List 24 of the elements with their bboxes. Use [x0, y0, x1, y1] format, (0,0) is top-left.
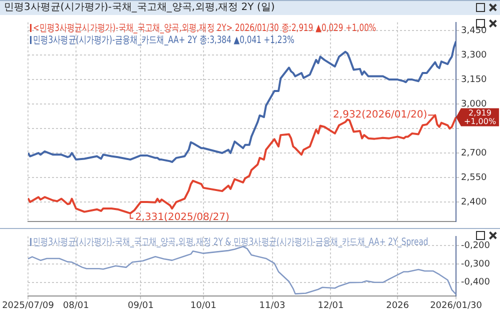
legend-label: 민평3사평균(시가평가)-국채_국고채_양곡,외평,재정 2Y & 민평3사평균(시가평가)-금융채_카드채_AA+ 2Y_Spread — [33, 237, 428, 248]
legend-label: <민평3사평균시가평가)-국채_국고채_양곡,외평,재정 2Y> 2026/01/30 종:2,919 ▲0,029 +1,00% — [33, 23, 376, 34]
legend-label: 민평3사평균(시가평가)-금융채_카드채_AA+ 2Y 종:3,384 ▲0,041 +1,23% — [33, 35, 294, 46]
annotation: 2,919 +1,00% — [464, 108, 496, 126]
y-tick-label: 2,700 — [461, 148, 488, 158]
y-tick-label: -0,200 — [461, 240, 490, 251]
y-tick-label: 3,300 — [461, 50, 488, 60]
y-tick-label: -0,400 — [461, 278, 490, 288]
x-tick-label: 08/01 — [63, 300, 89, 311]
chart-title: 민평3사평균(시가평가)-국채_국고채_양곡,외평,재정 2Y (일) — [0, 1, 500, 15]
x-tick-label: 2026/01/30 — [430, 300, 482, 311]
y-tick-label: 2,550 — [461, 172, 488, 183]
annotation: 2,331(2025/08/27) — [135, 212, 230, 223]
x-tick-label: 2025/07/09 — [2, 300, 54, 311]
x-tick-label: 2026 — [386, 300, 410, 311]
x-tick-label: 09/01 — [128, 300, 154, 311]
y-tick-label: 3,150 — [461, 74, 488, 85]
annotation: 2,932(2026/01/20) — [333, 110, 428, 121]
y-tick-label: 3,000 — [461, 99, 488, 110]
x-tick-label: 10/01 — [190, 300, 216, 311]
x-tick-label: 12/01 — [318, 300, 344, 311]
x-tick-label: 11/03 — [259, 300, 286, 311]
y-tick-label: 2,400 — [461, 197, 488, 208]
y-tick-label: -0,300 — [461, 259, 490, 270]
